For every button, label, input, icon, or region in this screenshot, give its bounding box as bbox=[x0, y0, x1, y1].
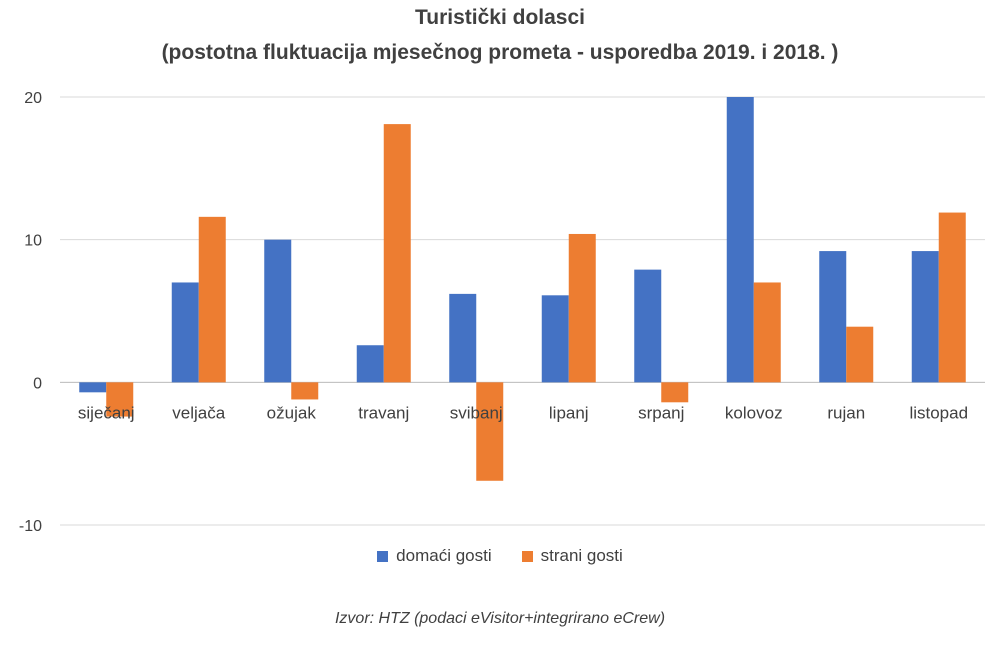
bar-foreign bbox=[476, 382, 504, 481]
x-tick-label: kolovoz bbox=[725, 403, 783, 422]
bar-foreign bbox=[198, 216, 226, 383]
chart-title: Turistički dolasci bbox=[415, 6, 585, 29]
y-tick-label: 10 bbox=[24, 233, 42, 250]
bar-foreign bbox=[106, 382, 134, 417]
x-tick-label: veljača bbox=[172, 403, 225, 422]
bar-domestic bbox=[264, 239, 292, 383]
x-tick-label: ožujak bbox=[267, 403, 317, 422]
bar-foreign bbox=[846, 326, 874, 383]
bar-domestic bbox=[634, 269, 662, 383]
x-tick-label: srpanj bbox=[638, 403, 684, 422]
bar-foreign bbox=[383, 124, 411, 383]
x-tick-label: lipanj bbox=[549, 403, 589, 422]
bar-domestic bbox=[356, 345, 384, 383]
bar-domestic bbox=[171, 282, 199, 383]
bar-foreign bbox=[291, 382, 319, 400]
legend-item-foreign: strani gosti bbox=[521, 546, 623, 566]
chart-subtitle: (postotna fluktuacija mjesečnog prometa … bbox=[161, 41, 839, 64]
x-tick-label: rujan bbox=[827, 403, 865, 422]
y-tick-label: 0 bbox=[33, 375, 42, 392]
bar-domestic bbox=[541, 295, 569, 383]
bar-foreign bbox=[753, 282, 781, 383]
chart-legend: domaći gosti strani gosti bbox=[0, 546, 1000, 566]
source-note: Izvor: HTZ (podaci eVisitor+integrirano … bbox=[334, 610, 666, 627]
x-tick-label: siječanj bbox=[78, 403, 135, 422]
y-tick-label: -10 bbox=[19, 518, 42, 535]
y-tick-label: 20 bbox=[24, 90, 42, 107]
bar-foreign bbox=[568, 233, 596, 383]
legend-label-foreign: strani gosti bbox=[540, 546, 623, 565]
legend-item-domestic: domaći gosti bbox=[377, 546, 492, 566]
bar-domestic bbox=[819, 251, 847, 383]
legend-swatch-domestic bbox=[377, 550, 389, 562]
x-tick-label: travanj bbox=[358, 403, 409, 422]
bar-foreign bbox=[661, 382, 689, 403]
bar-domestic bbox=[449, 293, 477, 383]
x-tick-label: svibanj bbox=[450, 403, 503, 422]
bar-domestic bbox=[911, 251, 939, 383]
bar-domestic bbox=[79, 382, 107, 393]
bar-domestic bbox=[726, 97, 754, 383]
legend-swatch-foreign bbox=[521, 550, 533, 562]
legend-label-domestic: domaći gosti bbox=[396, 546, 492, 565]
bar-foreign bbox=[938, 212, 966, 383]
x-tick-label: listopad bbox=[909, 403, 968, 422]
